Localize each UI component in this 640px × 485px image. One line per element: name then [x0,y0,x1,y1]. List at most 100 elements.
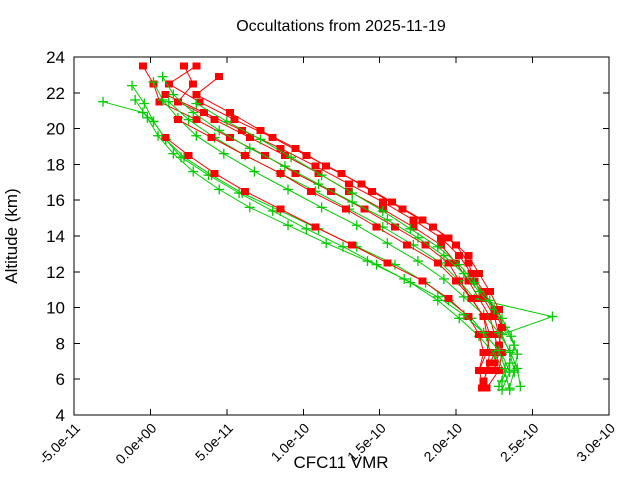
occultation-profile-red-1-marker-square [155,98,164,106]
y-tick-label: 4 [56,406,65,425]
plot-area: -5.0e-11 0.0e+00 5.0e-11 1.0e-10 1.5e-10 2.0e… [36,48,619,467]
occultation-profile-red-7-marker-square [403,241,412,249]
occultation-profile-red-7-marker-square [276,169,285,177]
occultation-profile-red-2-marker-square [280,151,289,159]
occultation-profile-green-6-line [196,103,518,373]
occultation-profile-red-6-marker-square [418,216,427,224]
occultation-profile-red-1-marker-square [421,241,430,249]
occultation-profile-red-3-marker-square [479,295,488,303]
occultation-profile-red-1-marker-square [360,205,369,213]
plot-border [73,56,610,416]
occultation-profile-red-7-marker-square [241,151,250,159]
occultation-profile-red-3-line [167,65,503,389]
y-tick-label: 18 [46,155,65,174]
occultation-profile-red-1-marker-square [261,151,270,159]
occultation-profile-red-5-marker-square [276,205,285,213]
occultation-profile-red-6-marker-square [322,162,331,170]
occultation-profile-green-3-line [153,81,521,387]
occultation-profile-red-2-marker-square [490,330,499,338]
occultation-profile-green-5-line [162,76,515,382]
occultation-profile-red-3-marker-square [368,187,377,195]
occultation-profile-red-7-marker-square [485,330,494,338]
occultation-profile-red-4-marker-square [161,91,170,99]
occultation-profile-red-5-marker-square [479,384,488,392]
occultation-profile-red-3-marker-square [164,80,173,88]
occultation-profile-red-6-marker-square [225,108,234,116]
occultation-profile-red-1-marker-square [482,366,491,374]
occultation-profile-red-3-marker-square [268,134,277,142]
occultation-profile-red-6-marker-square [485,359,494,367]
occultation-profile-red-2-marker-square [245,134,254,142]
occultation-profile-red-3-marker-square [464,259,473,267]
occultation-profile-red-5-marker-square [444,295,453,303]
occultation-profile-red-7-marker-square [342,205,351,213]
occultation-profile-red-1-marker-square [326,187,335,195]
occultation-profile-red-2-marker-square [490,366,499,374]
y-tick-label: 8 [56,334,65,353]
occultation-profile-red-6-marker-square [387,198,396,206]
x-tick-label: -5.0e-11 [36,420,84,468]
occultation-profile-green-2-line [131,85,511,391]
occultation-profile-red-2-marker-square [485,313,494,321]
y-tick-label: 14 [46,227,65,246]
x-tick-label: 2.0e-10 [420,420,465,465]
occultation-profile-red-1-marker-square [192,116,201,124]
y-tick-label: 20 [46,120,65,139]
occultation-profile-red-4-marker-square [455,252,464,260]
occultation-profile-red-2-marker-square [409,223,418,231]
occultation-profile-red-3-marker-square [230,116,239,124]
y-tick-label: 12 [46,263,65,282]
occultation-profile-red-3-marker-square [302,151,311,159]
y-tick-label: 22 [46,84,65,103]
occultation-profile-red-3-marker-square [195,98,204,106]
occultation-profile-red-2-marker-square [452,259,461,267]
x-axis-label: CFC11 VMR [293,453,388,472]
occultation-profile-red-3-marker-square [490,313,499,321]
occultation-profile-red-2-marker-square [180,62,189,70]
occultation-profile-red-7-marker-square [452,277,461,285]
occultation-profile-red-4-marker-square [378,198,387,206]
occultation-profile-red-6-marker-square [444,234,453,242]
x-tick-label: 3.0e-10 [573,420,618,465]
occultation-profile-red-1-marker-square [444,259,453,267]
occultation-profile-red-4-marker-square [345,180,354,188]
occultation-profile-red-5-marker-square [161,134,170,142]
y-tick-label: 24 [46,48,65,67]
occultation-profile-red-5-marker-square [241,187,250,195]
occultation-profile-red-6-line [195,76,503,382]
occultation-profile-red-4-marker-square [276,144,285,152]
occultation-profile-red-4-marker-square [490,359,499,367]
occultation-profile-red-3-marker-square [337,169,346,177]
occultation-profile-red-6-marker-square [215,73,224,81]
occultation-profile-red-1-marker-square [138,62,147,70]
x-tick-label: 2.5e-10 [497,420,542,465]
occultation-profile-red-7-marker-square [482,348,491,356]
occultation-profile-red-7-marker-square [479,313,488,321]
occultation-profile-red-2-marker-square [210,116,219,124]
occultation-profile-red-5-marker-square [311,223,320,231]
occultation-profile-red-6-marker-square [494,305,503,313]
occultation-profile-red-4-marker-square [199,108,208,116]
occultation-profile-red-6-marker-square [475,270,484,278]
y-tick-label: 10 [46,299,65,318]
occultation-profile-red-2-marker-square [189,80,198,88]
occultation-profile-red-6-marker-square [479,377,488,385]
occultation-profile-red-1-marker-square [391,223,399,231]
occultation-profile-red-6-marker-square [494,341,503,349]
occultation-profile-red-1-marker-square [225,134,234,142]
occultation-profile-red-5-marker-square [184,151,193,159]
y-axis-label: Altitude (km) [2,188,21,283]
y-tick-label: 16 [46,191,65,210]
occultation-profile-red-4-marker-square [409,216,418,224]
occultation-profile-red-2-marker-square [436,241,445,249]
occultation-profile-red-5-marker-square [383,259,392,267]
occultation-profile-red-3-marker-square [494,366,503,374]
x-tick-label: 0.0e+00 [112,420,160,468]
occultation-profile-red-4-marker-square [311,162,320,170]
occultation-profile-red-7-marker-square [475,366,484,374]
occultation-profile-red-4-line [165,94,503,364]
occultation-profile-red-5-marker-square [464,313,473,321]
occultation-profile-red-4-marker-square [467,270,476,278]
occultation-profile-red-6-marker-square [291,144,300,152]
